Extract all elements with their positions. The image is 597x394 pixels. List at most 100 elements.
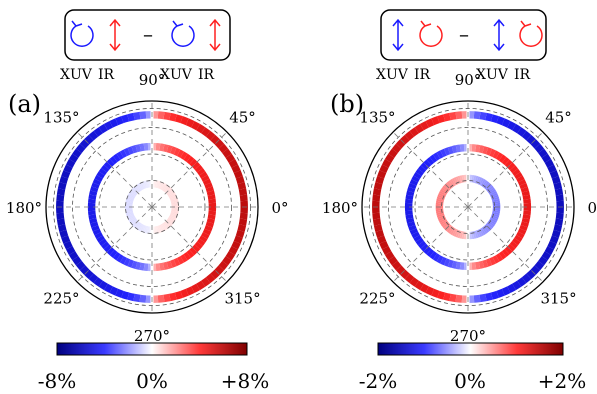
ring-1-segment [440,148,447,158]
colorbar-a-tick-max: +8% [221,369,270,393]
ring-2-segment [437,194,445,200]
ring-2-segment [166,189,174,196]
ring-0-segment [377,170,387,179]
ring-1-segment [411,231,420,239]
ring-1-segment [103,244,112,253]
ring-1-segment [407,186,416,193]
ring-2-segment [159,224,164,232]
ring-0-segment [218,260,229,271]
ring-2-segment [491,213,500,218]
ring-1-segment [489,148,496,158]
ring-1-segment [507,162,516,171]
ring-2-segment [140,224,145,232]
grid-circle [72,127,232,287]
ring-0-segment [109,118,119,128]
ring-1-segment [413,171,422,180]
ring-1-segment [89,218,98,224]
ring-1-segment [159,262,165,271]
ring-0-segment [174,290,183,300]
ring-1-segment [415,168,424,177]
ring-0-segment [501,286,511,296]
ring-1-segment [407,221,416,228]
ring-1-segment [202,228,212,236]
ir-circular-arrow-icon-head [520,20,532,27]
ring-2-segment [164,220,172,228]
ring-0-segment [553,224,563,232]
ring-0-segment [479,293,487,303]
ring-0-segment [121,114,130,124]
ring-1-segment [406,217,415,224]
ring-0-segment [185,286,195,296]
ring-0-segment [237,224,247,232]
grid-circle [388,127,548,287]
ring-1-segment [192,244,201,253]
ring-0-segment [485,292,493,302]
ring-0-segment [538,256,548,266]
ring-1-segment [409,179,419,186]
ring-0-segment [228,246,239,255]
ring-1-segment [485,147,493,156]
ring-0-segment [196,123,206,134]
ring-0-segment [512,123,522,134]
ring-1-segment [90,186,99,193]
ring-0-segment [395,265,406,275]
ring-0-segment [75,260,86,271]
ring-1-segment [131,145,138,154]
ring-1-segment [520,186,529,193]
ring-2-segment [448,180,455,188]
ring-2-segment [442,185,450,192]
legend-icons-b: – [392,18,543,52]
ring-1-segment [135,144,141,153]
grid-circle [369,108,567,306]
ring-1-segment [204,182,213,189]
grid-circle [441,180,495,234]
xuv-linear-arrow-icon [392,18,404,52]
ring-2-segment [487,187,495,194]
ring-0-segment [238,188,248,196]
legend-frame-b [380,9,547,61]
ring-0-segment [56,194,65,202]
ring-0-segment [233,235,243,244]
grid-circle [414,153,522,261]
ring-1-segment [163,144,169,153]
ring-2-segment [127,215,136,221]
ring-0-segment [372,218,382,226]
ring-2-segment [457,230,462,239]
legend-b-xuv1: XUV [376,67,409,83]
ring-1-segment [423,246,432,255]
ring-1-segment [170,259,177,268]
ring-0-segment [75,143,86,154]
ring-2-segment [141,225,146,233]
angle-label: 270° [450,327,486,345]
ring-1-segment [514,234,523,243]
ring-2-segment [439,190,447,197]
ring-2-segment [436,213,445,218]
ring-0-segment [57,224,67,232]
ring-0-segment [65,159,76,168]
ring-1-segment [207,214,216,220]
ring-1-segment [173,147,181,157]
ring-2-segment [162,222,169,230]
ring-0-segment [214,265,225,275]
ring-0-segment [56,218,66,226]
ring-2-segment [436,196,445,201]
ring-1-segment [127,259,134,268]
ring-2-segment [490,192,498,198]
ring-1-segment [180,151,188,160]
ring-2-segment [132,220,140,228]
ring-0-segment [549,170,559,179]
ring-1-segment [135,261,141,270]
ring-2-segment [489,217,497,224]
ring-1-segment [520,221,529,228]
ring-1-segment [522,194,531,200]
ring-0-segment [391,143,402,154]
ring-0-segment [174,114,183,124]
ring-0-segment [544,246,555,255]
ring-0-segment [57,182,67,190]
ring-1-segment [498,154,507,163]
ring-2-segment [446,225,453,233]
ring-0-segment [404,130,415,141]
angle-label: 45° [545,108,572,126]
ring-1-segment [489,256,496,266]
ring-0-segment [544,159,555,168]
